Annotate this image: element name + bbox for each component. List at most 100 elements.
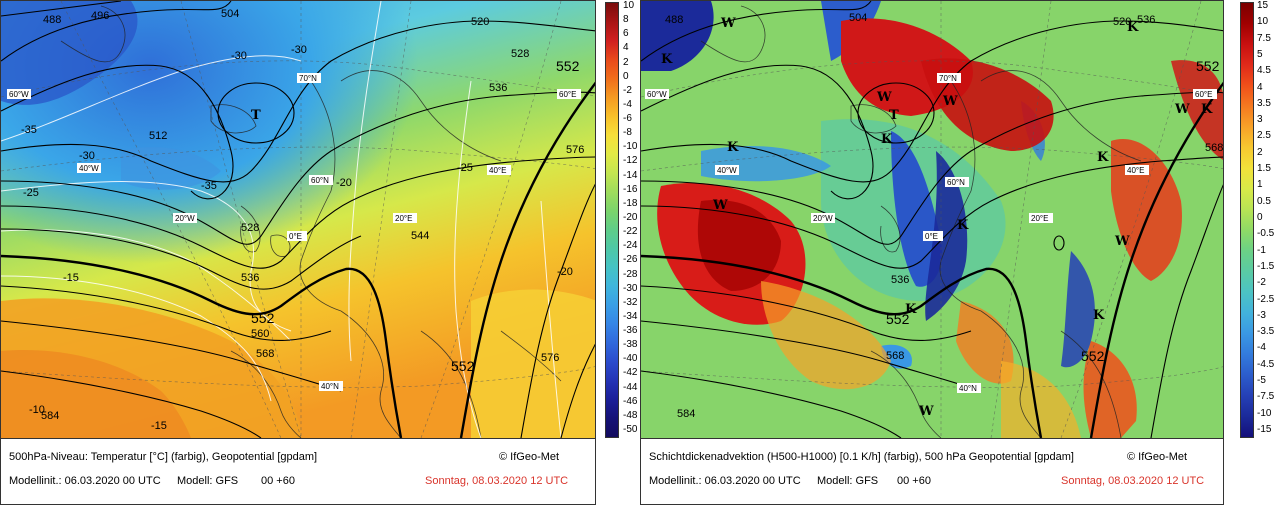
lon-label: 60°W bbox=[647, 90, 667, 99]
temperature-map-panel: 488 496 504 512 520 528 528 536 536 544 … bbox=[0, 0, 596, 505]
colorbar-tick-label: 10 bbox=[1257, 16, 1269, 28]
colorbar-tick-label: 2 bbox=[623, 56, 629, 68]
lon-label: 20°W bbox=[175, 214, 195, 223]
lat-label: 40°N bbox=[321, 382, 339, 391]
height-label: 544 bbox=[411, 230, 429, 242]
temperature-map[interactable]: 488 496 504 512 520 528 528 536 536 544 … bbox=[1, 1, 595, 438]
colorbar-tick-label: -7.5 bbox=[1257, 391, 1275, 403]
colorbar-tick-label: 2.5 bbox=[1257, 130, 1271, 142]
temperature-label: -30 bbox=[231, 50, 247, 62]
height-label: 536 bbox=[241, 272, 259, 284]
colorbar-tick-label: -44 bbox=[623, 381, 638, 393]
lon-label: 20°W bbox=[813, 214, 833, 223]
height-label: 552 bbox=[1081, 348, 1105, 364]
colorbar-tick-label: -4 bbox=[623, 98, 632, 110]
temperature-label: -30 bbox=[79, 150, 95, 162]
colorbar-tick-label: -22 bbox=[623, 226, 638, 238]
colorbar-tick-label: 0.5 bbox=[1257, 195, 1271, 207]
lon-label: 40°E bbox=[489, 166, 506, 175]
colorbar-tick-label: -12 bbox=[623, 155, 638, 167]
colorbar-tick-label: -2 bbox=[623, 84, 632, 96]
height-label: 568 bbox=[256, 348, 274, 360]
warm-advection-marker: W bbox=[712, 198, 728, 213]
height-label: 488 bbox=[43, 14, 61, 26]
advection-map[interactable]: 488 504 520 536 536 552 552 552 568 568 … bbox=[641, 1, 1223, 438]
colorbar-tick-label: 4 bbox=[1257, 81, 1263, 93]
map-title: Schichtdickenadvektion (H500-H1000) [0.1… bbox=[649, 451, 1074, 463]
colorbar-tick-label: 1.5 bbox=[1257, 163, 1271, 175]
colorbar-tick-label: 10 bbox=[623, 0, 635, 11]
height-label: 520 bbox=[1113, 16, 1131, 28]
temperature-label: -10 bbox=[29, 404, 45, 416]
height-label: 552 bbox=[1196, 58, 1220, 74]
colorbar-tick-label: -28 bbox=[623, 268, 638, 280]
height-label: 568 bbox=[886, 350, 904, 362]
advection-colorbar bbox=[1240, 2, 1254, 438]
map-title: 500hPa-Niveau: Temperatur [°C] (farbig),… bbox=[9, 451, 318, 463]
warm-advection-marker: W bbox=[1114, 234, 1130, 249]
temperature-label: -20 bbox=[336, 177, 352, 189]
lon-label: 0°E bbox=[925, 232, 938, 241]
cold-advection-marker: K bbox=[1201, 102, 1213, 117]
lat-label: 60°N bbox=[947, 178, 965, 187]
colorbar-tick-label: -1.5 bbox=[1257, 260, 1275, 272]
height-label: 552 bbox=[886, 311, 910, 327]
lon-label: 60°W bbox=[9, 90, 29, 99]
colorbar-tick-label: 4 bbox=[623, 42, 629, 54]
colorbar-tick-label: 6 bbox=[623, 28, 629, 40]
colorbar-tick-label: -42 bbox=[623, 367, 638, 379]
colorbar-tick-label: -34 bbox=[623, 310, 638, 322]
height-label: 576 bbox=[566, 144, 584, 156]
colorbar-tick-label: -50 bbox=[623, 424, 638, 435]
temperature-label: -35 bbox=[21, 124, 37, 136]
height-label: 504 bbox=[221, 8, 239, 20]
model-init: Modellinit.: 06.03.2020 00 UTC bbox=[649, 475, 801, 487]
colorbar-tick-label: -2 bbox=[1257, 277, 1266, 289]
lat-label: 40°N bbox=[959, 384, 977, 393]
temperature-label: -15 bbox=[63, 272, 79, 284]
cold-advection-marker: K bbox=[1127, 20, 1139, 35]
lon-label: 40°W bbox=[717, 166, 737, 175]
temperature-colorbar bbox=[605, 2, 619, 438]
lon-label: 20°E bbox=[395, 214, 412, 223]
cold-advection-marker: K bbox=[1093, 308, 1105, 323]
warm-advection-marker: W bbox=[942, 94, 958, 109]
valid-time: Sonntag, 08.03.2020 12 UTC bbox=[1061, 475, 1205, 487]
height-label: 536 bbox=[1137, 14, 1155, 26]
colorbar-tick-label: 5 bbox=[1257, 48, 1263, 60]
advection-map-panel: 488 504 520 536 536 552 552 552 568 568 … bbox=[640, 0, 1224, 505]
colorbar-tick-label: 3 bbox=[1257, 114, 1263, 126]
colorbar-tick-label: -38 bbox=[623, 339, 638, 351]
height-label: 528 bbox=[241, 222, 259, 234]
colorbar-tick-label: -18 bbox=[623, 197, 638, 209]
valid-time: Sonntag, 08.03.2020 12 UTC bbox=[425, 475, 569, 487]
colorbar-tick-label: -24 bbox=[623, 240, 638, 252]
colorbar-tick-label: -5 bbox=[1257, 375, 1266, 387]
height-label: 584 bbox=[41, 410, 59, 422]
lon-label: 60°E bbox=[1195, 90, 1212, 99]
colorbar-tick-label: -26 bbox=[623, 254, 638, 266]
colorbar-tick-label: 1 bbox=[1257, 179, 1263, 191]
height-label: 512 bbox=[149, 130, 167, 142]
colorbar-tick-label: -32 bbox=[623, 296, 638, 308]
warm-advection-marker: W bbox=[720, 16, 736, 31]
lat-label: 70°N bbox=[299, 74, 317, 83]
height-label: 552 bbox=[251, 310, 275, 326]
height-label: 496 bbox=[91, 10, 109, 22]
warm-advection-marker: W bbox=[1174, 102, 1190, 117]
colorbar-tick-label: -10 bbox=[1257, 407, 1272, 419]
low-pressure-marker: T bbox=[251, 108, 261, 123]
colorbar-tick-label: -4 bbox=[1257, 342, 1266, 354]
height-label: 584 bbox=[677, 408, 695, 420]
model-name: Modell: GFS bbox=[177, 475, 239, 487]
temperature-label: -25 bbox=[23, 187, 39, 199]
temperature-label: -15 bbox=[151, 420, 167, 432]
height-label: 576 bbox=[541, 352, 559, 364]
colorbar-tick-label: -16 bbox=[623, 183, 638, 195]
height-label: 504 bbox=[849, 12, 867, 24]
lat-label: 60°N bbox=[311, 176, 329, 185]
colorbar-tick-label: 7.5 bbox=[1257, 32, 1271, 44]
temperature-label: -30 bbox=[291, 44, 307, 56]
colorbar-tick-label: -30 bbox=[623, 282, 638, 294]
colorbar-tick-label: -15 bbox=[1257, 424, 1272, 435]
